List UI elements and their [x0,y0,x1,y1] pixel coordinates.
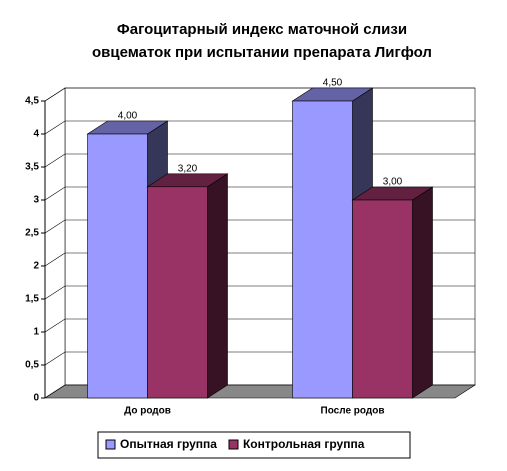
bar [87,133,148,399]
bar-side [412,186,433,399]
y-tick-label: 4,5 [25,96,39,107]
y-tick-label: 3 [33,195,39,206]
x-tick-label: До родов [124,406,171,417]
side-wall [44,87,66,399]
y-tick-label: 0,5 [25,360,39,371]
legend-swatch [105,439,116,450]
x-tick-label: После родов [321,406,385,417]
y-tick-label: 3,5 [25,162,39,173]
legend-label: Опытная группа [120,437,217,451]
chart-title: Фагоцитарный индекс маточной слизи [117,21,407,38]
y-tick-label: 1,5 [25,294,39,305]
bar [352,199,413,399]
value-label: 4,00 [118,111,138,122]
legend-swatch [228,439,239,450]
y-tick-label: 4 [33,129,39,140]
value-label: 4,50 [323,78,343,89]
value-label: 3,00 [383,177,403,188]
bar-side [207,173,228,399]
y-tick-label: 1 [33,327,39,338]
y-tick-label: 2,5 [25,228,39,239]
y-tick-label: 0 [33,393,39,404]
legend-label: Контрольная группа [243,437,365,451]
chart-title: овцематок при испытании препарата Лигфол [92,44,432,61]
bar [292,100,353,399]
value-label: 3,20 [178,163,198,174]
y-tick-label: 2 [33,261,39,272]
bar [147,186,208,399]
legend-box [97,431,411,459]
